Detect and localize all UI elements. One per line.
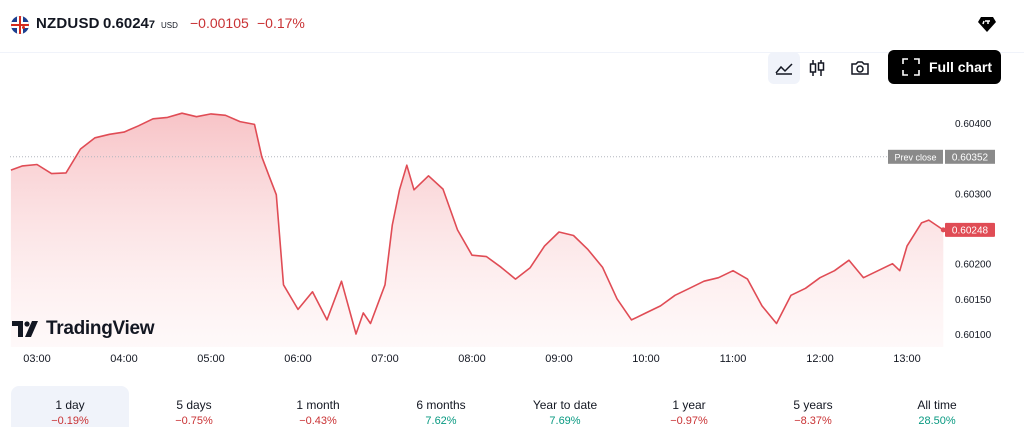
range-change: 7.62% xyxy=(425,415,457,427)
snapshot-button[interactable] xyxy=(844,52,876,84)
x-axis-tick-label: 11:00 xyxy=(720,353,747,365)
range-change: 28.50% xyxy=(918,415,956,427)
current-price-value: 0.60248 xyxy=(952,225,989,236)
current-price-dot xyxy=(940,227,946,233)
header-divider xyxy=(0,52,1024,53)
range-label: 1 month xyxy=(296,398,340,412)
currency-label: USD xyxy=(161,21,178,30)
nzd-usd-flag-icon xyxy=(11,16,29,34)
range-change: −8.37% xyxy=(794,415,832,427)
range-label: 5 years xyxy=(793,398,833,412)
range-label: 5 days xyxy=(176,398,212,412)
current-price-badge xyxy=(945,222,995,237)
range-tab-1-month[interactable]: 1 month −0.43% xyxy=(259,386,377,427)
range-tab-5-days[interactable]: 5 days −0.75% xyxy=(135,386,253,427)
range-label: 6 months xyxy=(416,398,466,412)
y-axis-tick-label: 0.60300 xyxy=(955,189,992,200)
range-label: Year to date xyxy=(532,398,598,412)
range-change: 7.69% xyxy=(549,415,581,427)
range-change: −0.43% xyxy=(299,415,337,427)
range-tab-all-time[interactable]: All time 28.50% xyxy=(878,386,996,427)
full-chart-button[interactable]: Full chart xyxy=(888,50,1001,84)
range-change: −0.19% xyxy=(51,415,89,427)
tradingview-logo-text: TradingView xyxy=(46,318,155,339)
range-tab-1-year[interactable]: 1 year −0.97% xyxy=(630,386,748,427)
candlestick-button[interactable] xyxy=(801,52,833,84)
tradingview-logo-icon xyxy=(12,321,38,337)
price-change-percent: −0.17% xyxy=(257,15,305,31)
camera-icon xyxy=(851,61,869,75)
diamond-icon[interactable] xyxy=(977,14,997,34)
x-axis-tick-label: 05:00 xyxy=(197,353,225,365)
prev-close-value: 0.60352 xyxy=(952,152,989,163)
x-axis-tick-label: 09:00 xyxy=(545,353,573,365)
time-range-selector: 1 day −0.19% 5 days −0.75% 1 month −0.43% 6 mo… xyxy=(11,386,1013,427)
prev-close-label: Prev close xyxy=(894,152,936,162)
range-label: 1 day xyxy=(55,398,85,412)
candlestick-icon xyxy=(809,60,825,76)
range-tab-1-day[interactable]: 1 day −0.19% xyxy=(11,386,129,427)
price-chart[interactable]: 0.60400 0.60300 0.60200 0.60150 0.60100 03:0… xyxy=(0,90,1024,380)
range-change: −0.75% xyxy=(175,415,213,427)
last-price: 0.60247 xyxy=(103,15,156,32)
y-axis-tick-label: 0.60150 xyxy=(955,295,992,306)
y-axis-tick-label: 0.60100 xyxy=(955,330,992,341)
y-axis-tick-label: 0.60200 xyxy=(955,260,992,271)
range-tab-5-years[interactable]: 5 years −8.37% xyxy=(754,386,872,427)
range-change: −0.97% xyxy=(670,415,708,427)
range-tab-year-to-date[interactable]: Year to date 7.69% xyxy=(506,386,624,427)
area-chart-icon xyxy=(775,63,793,75)
last-price-small-digit: 7 xyxy=(148,19,156,31)
prev-close-value-badge xyxy=(945,149,995,164)
range-label: 1 year xyxy=(672,398,706,412)
price-area-fill xyxy=(10,113,944,347)
price-change: −0.00105 xyxy=(190,15,249,31)
x-axis-tick-label: 04:00 xyxy=(110,353,138,365)
x-axis-tick-label: 08:00 xyxy=(458,353,486,365)
symbol-header: NZDUSD 0.60247 USD −0.00105 −0.17% xyxy=(0,0,1024,48)
x-axis-tick-label: 07:00 xyxy=(371,353,399,365)
x-axis-tick-label: 10:00 xyxy=(632,353,660,365)
x-axis-tick-label: 13:00 xyxy=(893,353,921,365)
price-line xyxy=(10,112,944,335)
symbol-name[interactable]: NZDUSD xyxy=(36,15,100,32)
range-label: All time xyxy=(917,398,957,412)
y-axis-tick-label: 0.60400 xyxy=(955,119,992,130)
area-chart-button[interactable] xyxy=(768,52,800,84)
prev-close-label-badge xyxy=(888,149,943,164)
tradingview-logo[interactable]: TradingView xyxy=(12,318,155,340)
range-tab-6-months[interactable]: 6 months 7.62% xyxy=(382,386,500,427)
full-chart-label: Full chart xyxy=(929,59,993,75)
x-axis-tick-label: 03:00 xyxy=(23,353,51,365)
fullscreen-icon xyxy=(902,58,920,76)
x-axis-tick-label: 06:00 xyxy=(284,353,312,365)
x-axis-tick-label: 12:00 xyxy=(806,353,834,365)
